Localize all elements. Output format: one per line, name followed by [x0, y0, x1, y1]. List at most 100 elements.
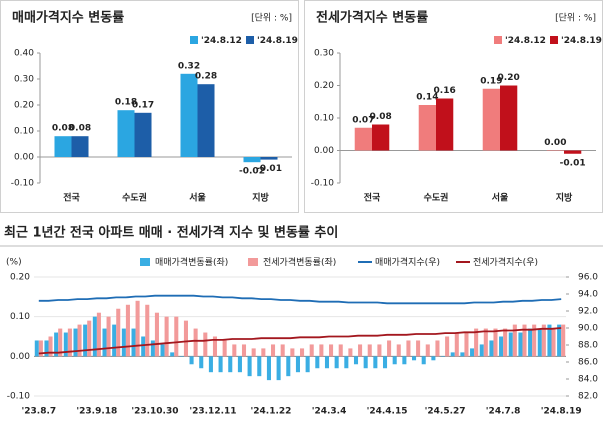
bar [493, 328, 498, 357]
legend-label: 매매가격변동률(좌) [155, 256, 228, 268]
y2-tick-label: 92.0 [578, 307, 598, 317]
bar [170, 352, 175, 357]
bar [344, 356, 349, 369]
y-tick-label: 0.20 [14, 101, 34, 111]
bar [154, 312, 159, 357]
bar [541, 324, 546, 357]
y-tick-label: 0.00 [14, 153, 34, 163]
bar [518, 332, 523, 357]
y-axis-label: (%) [6, 258, 22, 268]
bar [547, 324, 552, 357]
bar [396, 344, 401, 357]
bar [193, 328, 198, 357]
bar [441, 356, 446, 357]
bar [425, 344, 430, 357]
chart-title: 최근 1년간 전국 아파트 매매 · 전세가격 지수 및 변동률 추이 [4, 225, 338, 241]
bar [54, 136, 72, 157]
x-tick-label: 서울 [189, 192, 206, 204]
bar [131, 328, 136, 357]
bar [435, 340, 440, 357]
y2-tick-label: 94.0 [578, 290, 598, 300]
unit-label: [단위 : %] [555, 13, 596, 24]
bar [247, 356, 252, 377]
bar [58, 328, 63, 357]
legend-swatch [248, 258, 258, 266]
legend-label: 매매가격지수(우) [375, 256, 440, 268]
legend-label: 전세가격변동률(좌) [263, 256, 336, 268]
x-tick-label: '23.12.11 [189, 407, 236, 417]
x-tick-label: 전국 [364, 192, 381, 204]
bar [180, 73, 198, 157]
bar [454, 332, 459, 357]
bar [208, 356, 213, 373]
panel-frame [304, 0, 603, 213]
unit-label: [단위 : %] [251, 13, 292, 24]
bar [470, 348, 475, 357]
bar [551, 328, 556, 357]
x-tick-label: '24.8.19 [541, 407, 582, 417]
bar [260, 157, 278, 160]
x-tick-label: '24.5.27 [425, 407, 466, 417]
y-tick-label: 0.10 [14, 127, 34, 137]
bar [71, 136, 89, 157]
bar [199, 356, 204, 369]
bar [329, 344, 334, 357]
bar [141, 336, 146, 357]
y-tick-label: 0.00 [10, 352, 30, 362]
value-label: -0.02 [239, 167, 265, 177]
bar [77, 324, 82, 357]
bar [121, 328, 126, 357]
bar [83, 324, 88, 357]
bar [387, 340, 392, 357]
bar [532, 324, 537, 357]
y-tick-label: -0.10 [11, 179, 35, 189]
y-tick-label: 0.30 [14, 75, 34, 85]
bar [251, 348, 256, 357]
bar [243, 157, 261, 163]
bar [228, 356, 233, 373]
bar [537, 328, 542, 357]
chart-title: 매매가격지수 변동률 [12, 11, 124, 26]
bar [67, 328, 72, 357]
x-tick-label: 지방 [556, 192, 573, 204]
y-tick-label: 0.00 [314, 146, 334, 156]
y-tick-label: 0.10 [10, 312, 30, 322]
bar [63, 332, 68, 357]
bar [222, 340, 227, 357]
index-line [38, 294, 562, 305]
bar [522, 324, 527, 357]
bar [174, 316, 179, 357]
y2-tick-label: 88.0 [578, 341, 598, 351]
bar [499, 336, 504, 357]
value-label: 0.17 [132, 100, 154, 110]
legend-swatch [550, 36, 558, 44]
bar [276, 356, 281, 381]
bar [358, 344, 363, 357]
y2-tick-label: 86.0 [578, 358, 598, 368]
y-tick-label: 0.40 [14, 49, 34, 59]
bar [286, 356, 291, 377]
bar [500, 85, 518, 151]
x-tick-label: 지방 [252, 192, 269, 204]
legend-swatch [494, 36, 502, 44]
bar [134, 112, 152, 157]
bar [290, 348, 295, 357]
bar [334, 356, 339, 369]
x-tick-label: 수도권 [122, 192, 147, 204]
bar [418, 105, 436, 151]
y2-tick-label: 96.0 [578, 273, 598, 283]
bar [270, 344, 276, 357]
value-label: -0.01 [256, 164, 282, 174]
bar [503, 328, 508, 357]
bar [561, 324, 566, 357]
bar [183, 320, 188, 357]
bar [479, 344, 484, 357]
bar [54, 332, 59, 357]
bar [546, 150, 564, 151]
bar [116, 308, 121, 357]
bar [474, 328, 479, 357]
bar [416, 340, 421, 357]
bar [431, 356, 436, 361]
bar [482, 88, 500, 151]
